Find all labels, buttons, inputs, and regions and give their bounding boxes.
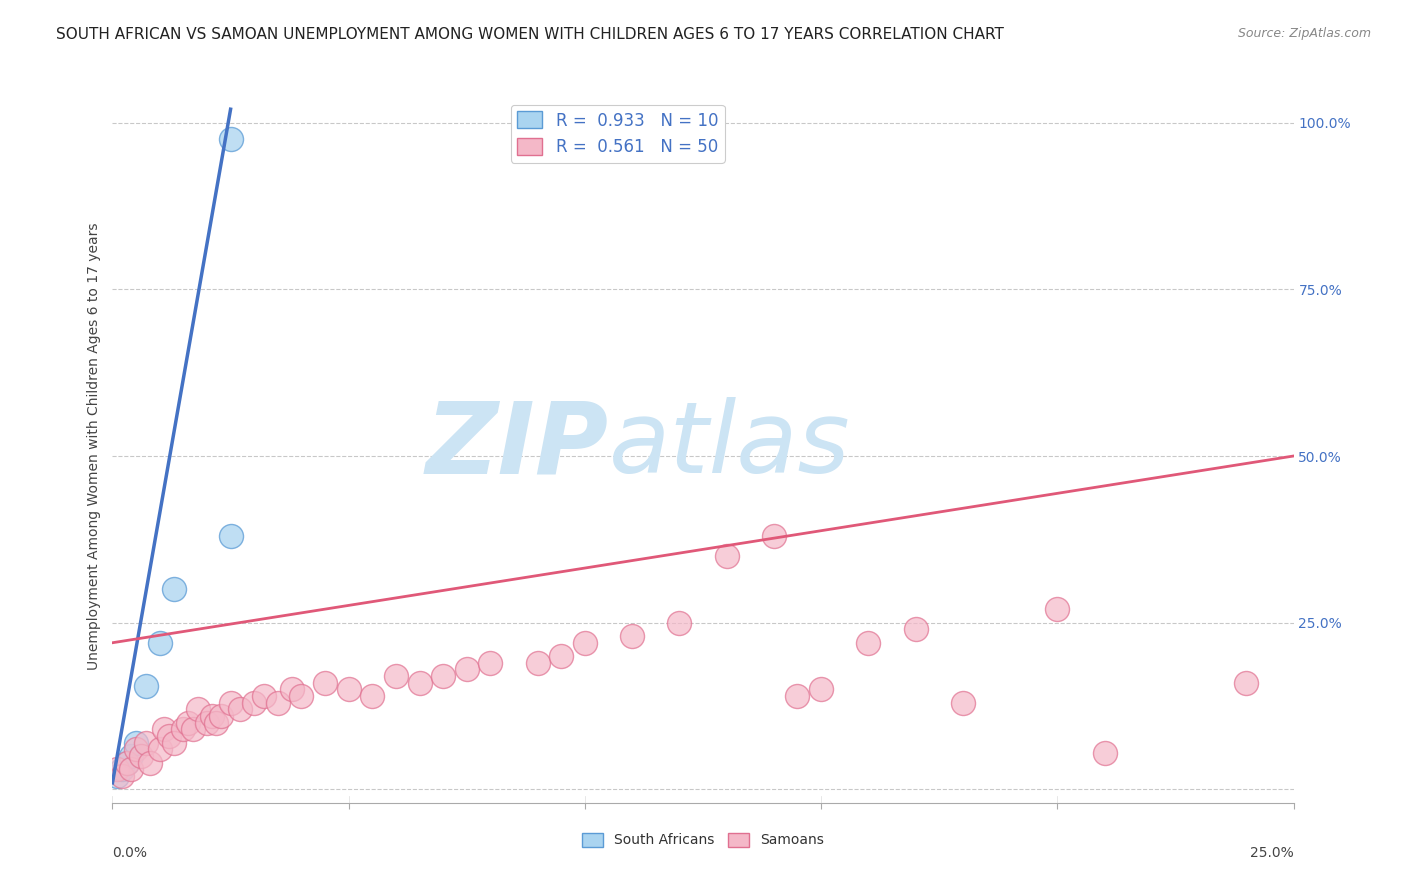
Point [177,715,200,730]
Point [281,682,304,697]
Point [135,679,157,693]
Point [858,636,880,650]
Point [1094,746,1116,760]
Point [115,756,138,770]
Text: SOUTH AFRICAN VS SAMOAN UNEMPLOYMENT AMONG WOMEN WITH CHILDREN AGES 6 TO 17 YEAR: SOUTH AFRICAN VS SAMOAN UNEMPLOYMENT AMO… [56,27,1004,42]
Point [201,709,224,723]
Point [125,736,148,750]
Point [361,689,384,703]
Legend: South Africans, Samoans: South Africans, Samoans [576,827,830,853]
Point [219,696,242,710]
Point [574,636,596,650]
Point [952,696,974,710]
Point [219,529,242,543]
Point [172,723,194,737]
Point [337,682,360,697]
Point [163,736,186,750]
Point [105,769,128,783]
Point [157,729,180,743]
Point [181,723,204,737]
Point [209,709,232,723]
Point [267,696,290,710]
Point [115,756,138,770]
Point [253,689,276,703]
Point [139,756,162,770]
Point [135,736,157,750]
Point [195,715,218,730]
Point [716,549,738,563]
Point [904,623,927,637]
Point [432,669,454,683]
Point [105,763,128,777]
Point [243,696,266,710]
Point [479,656,502,670]
Point [153,723,176,737]
Text: atlas: atlas [609,398,851,494]
Point [408,675,430,690]
Point [111,769,134,783]
Point [125,742,148,756]
Point [526,656,548,670]
Point [786,689,808,703]
Point [456,662,478,676]
Point [149,742,172,756]
Point [1046,602,1069,616]
Point [314,675,336,690]
Text: Source: ZipAtlas.com: Source: ZipAtlas.com [1237,27,1371,40]
Text: 0.0%: 0.0% [112,846,148,860]
Point [290,689,312,703]
Point [385,669,408,683]
Point [810,682,832,697]
Point [186,702,208,716]
Point [762,529,785,543]
Point [111,763,134,777]
Text: 25.0%: 25.0% [1250,846,1294,860]
Point [205,715,228,730]
Point [621,629,644,643]
Point [120,749,142,764]
Point [219,132,242,146]
Point [550,649,572,664]
Text: ZIP: ZIP [426,398,609,494]
Point [149,636,172,650]
Point [163,582,186,597]
Point [229,702,252,716]
Point [120,763,142,777]
Point [129,749,152,764]
Y-axis label: Unemployment Among Women with Children Ages 6 to 17 years: Unemployment Among Women with Children A… [87,222,101,670]
Point [668,615,690,630]
Point [1234,675,1257,690]
